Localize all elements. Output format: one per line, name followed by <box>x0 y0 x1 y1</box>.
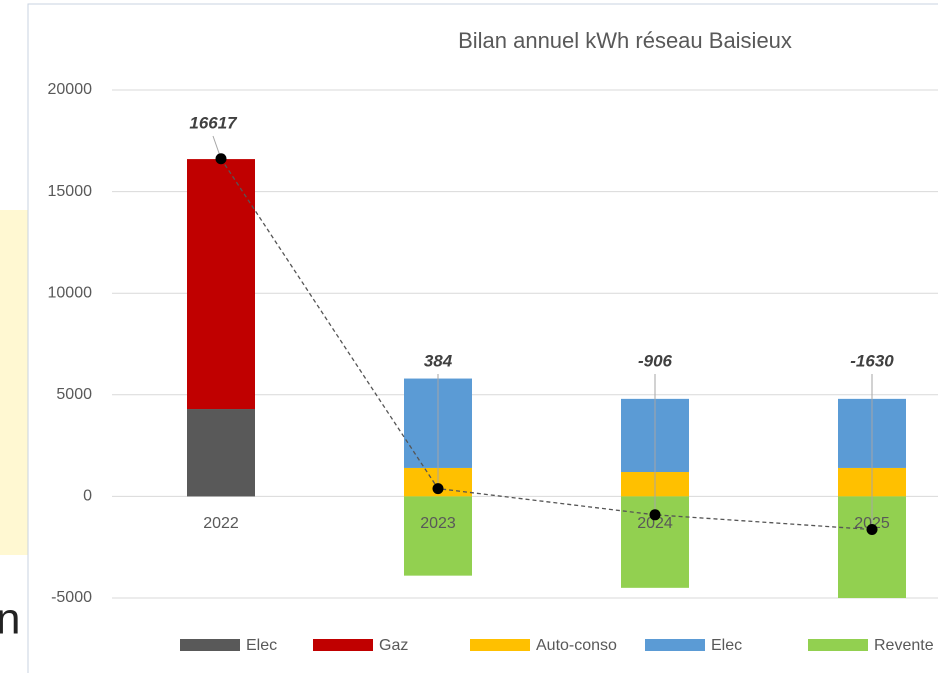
chart-frame <box>27 3 938 677</box>
x-tick-label: 2022 <box>203 515 239 532</box>
net-point <box>215 153 227 165</box>
legend-swatch <box>313 639 373 651</box>
legend-swatch <box>180 639 240 651</box>
bar-segment <box>187 159 255 410</box>
y-tick-label: 0 <box>83 488 92 505</box>
net-point <box>866 524 878 536</box>
x-tick-label: 2023 <box>420 515 456 532</box>
legend-label: Auto-conso <box>536 637 617 654</box>
background-text: n <box>0 595 20 644</box>
legend-label: Revente <box>874 637 934 654</box>
legend-swatch <box>808 639 868 651</box>
legend-label: Elec <box>246 637 277 654</box>
y-tick-label: -5000 <box>51 589 92 606</box>
x-tick-label: 2024 <box>637 515 673 532</box>
data-label: 384 <box>424 351 453 370</box>
y-tick-label: 20000 <box>48 81 93 98</box>
bar-segment <box>187 409 255 497</box>
net-point <box>649 509 661 521</box>
y-tick-label: 10000 <box>48 284 93 301</box>
chart-title: Bilan annuel kWh réseau Baisieux <box>458 28 792 53</box>
data-label: 16617 <box>189 113 238 132</box>
legend-label: Gaz <box>379 637 408 654</box>
legend-swatch <box>470 639 530 651</box>
net-line <box>220 158 873 531</box>
y-tick-label: 15000 <box>48 183 93 200</box>
net-point <box>432 483 444 495</box>
legend-swatch <box>645 639 705 651</box>
bar-segment <box>404 496 472 576</box>
data-label: -906 <box>638 351 673 370</box>
y-tick-label: 5000 <box>56 386 92 403</box>
data-label: -1630 <box>850 351 894 370</box>
legend-label: Elec <box>711 637 742 654</box>
